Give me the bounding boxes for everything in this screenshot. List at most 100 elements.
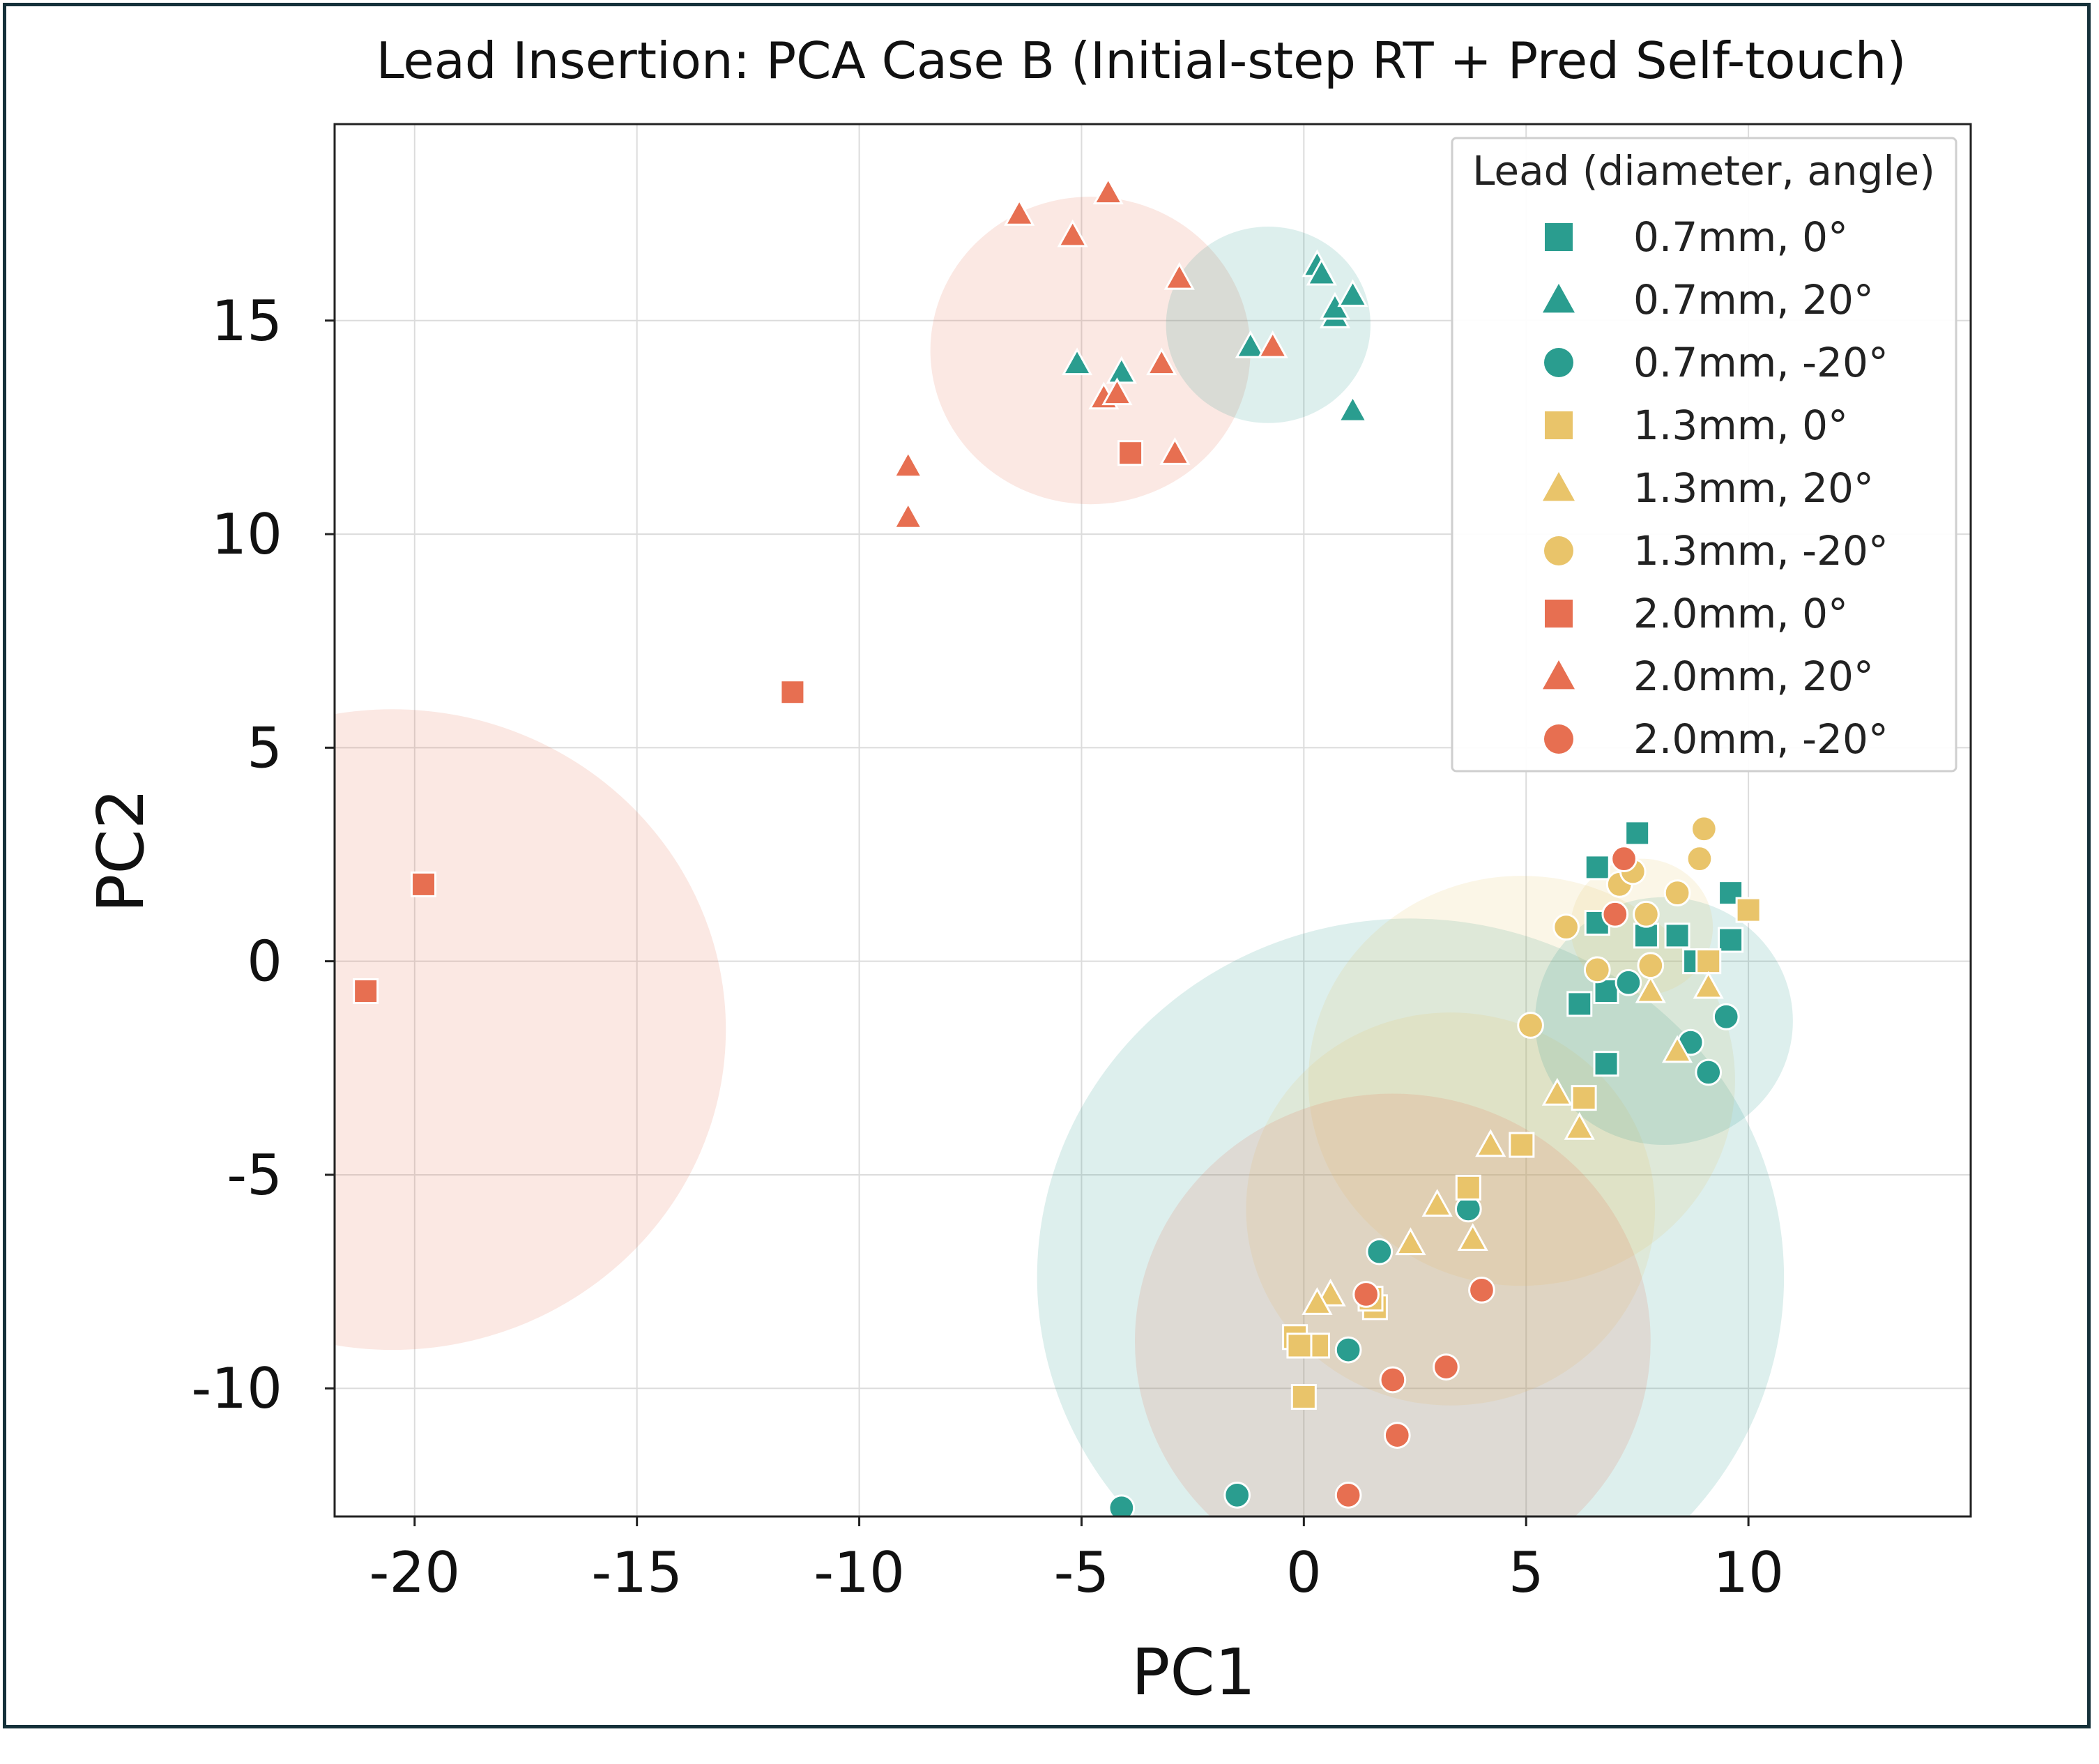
data-point-0p7mm-20deg: [1337, 394, 1368, 423]
cluster-circle-2p0mm-0deg-spread: [335, 709, 726, 1350]
y-tick-label: 15: [211, 289, 282, 353]
data-point-1p3mm-0deg: [1695, 948, 1722, 975]
y-tick-label: -5: [227, 1143, 282, 1208]
cluster-circle-1p3mm-20deg-spread: [1246, 1012, 1656, 1406]
y-axis-ticks: -10 -5 0 5 10 15: [191, 289, 335, 1421]
data-point-0p7mm-0deg: [1593, 1051, 1619, 1077]
x-tick-label: -10: [814, 1540, 905, 1605]
data-point-1p3mm-20deg: [1421, 1189, 1453, 1217]
data-point-2p0mm-0deg: [353, 978, 379, 1005]
data-point-0p7mm-20deg: [1061, 347, 1093, 376]
cluster-circle-2p0mm-20deg-spread: [930, 197, 1251, 505]
data-point-0p7mm-20deg: [1712, 1003, 1740, 1031]
data-point-0p7mm-0deg: [1664, 922, 1690, 949]
legend-label-0p7mm-20deg: 0.7mm, 20°: [1633, 276, 1874, 324]
chart-title: Lead Insertion: PCA Case B (Initial-step…: [376, 31, 1907, 90]
legend-label-2p0mm-20deg: 2.0mm, 20°: [1633, 653, 1874, 700]
data-point-1p3mm-20deg: [1686, 845, 1713, 872]
data-point-2p0mm-20deg: [1057, 219, 1088, 248]
legend-box: [1451, 137, 1957, 773]
legend-marker-0p7mm-20deg: [1543, 284, 1575, 313]
data-point-0p7mm-20deg: [1366, 1238, 1394, 1265]
data-point-1p3mm-20deg: [1475, 1129, 1506, 1157]
legend-title: Lead (diameter, angle): [1472, 147, 1935, 195]
data-point-2p0mm-20deg: [1352, 1281, 1380, 1308]
legend-label-1p3mm-20deg: 1.3mm, -20°: [1633, 527, 1888, 575]
y-tick-label: -10: [191, 1356, 282, 1421]
data-point-2p0mm-20deg: [1092, 176, 1124, 205]
legend-label-2p0mm-20deg: 2.0mm, -20°: [1633, 715, 1888, 763]
data-point-1p3mm-20deg: [1395, 1227, 1426, 1256]
data-point-1p3mm-0deg: [1735, 897, 1762, 923]
data-point-0p7mm-20deg: [1223, 1482, 1251, 1509]
legend-entries: 0.7mm, 0° 0.7mm, 20° 0.7mm, -20° 1.3mm, 0° 1…: [1543, 213, 1888, 763]
data-point-1p3mm-20deg: [1663, 879, 1691, 906]
data-point-0p7mm-20deg: [1695, 1058, 1723, 1086]
data-point-1p3mm-20deg: [1661, 1035, 1693, 1063]
data-point-2p0mm-20deg: [892, 450, 924, 478]
data-point-1p3mm-0deg: [1290, 1383, 1317, 1410]
x-axis-label: PC1: [1131, 1635, 1255, 1710]
data-point-1p3mm-20deg: [1517, 1012, 1544, 1039]
legend-marker-2p0mm-20deg: [1544, 724, 1573, 754]
data-point-2p0mm-20deg: [1610, 845, 1638, 872]
data-point-1p3mm-20deg: [1690, 815, 1718, 843]
data-point-0p7mm-20deg: [1337, 279, 1368, 307]
data-point-0p7mm-20deg: [1334, 1336, 1362, 1364]
data-point-0p7mm-0deg: [1624, 820, 1651, 846]
data-points: [353, 176, 1762, 1516]
data-point-1p3mm-0deg: [1455, 1174, 1481, 1201]
data-point-2p0mm-20deg: [1334, 1482, 1362, 1509]
data-point-1p3mm-0deg: [1509, 1132, 1535, 1158]
x-tick-label: 10: [1713, 1540, 1784, 1605]
data-point-1p3mm-20deg: [1541, 1077, 1573, 1106]
legend-marker-2p0mm-20deg: [1543, 660, 1575, 690]
data-point-2p0mm-20deg: [1433, 1353, 1460, 1381]
x-tick-label: 5: [1509, 1540, 1544, 1605]
data-point-0p7mm-20deg: [1615, 968, 1642, 996]
data-point-1p3mm-20deg: [1633, 900, 1660, 928]
data-point-2p0mm-20deg: [892, 501, 924, 529]
data-point-2p0mm-20deg: [1101, 377, 1133, 406]
legend-marker-0p7mm-0deg: [1545, 223, 1573, 251]
data-point-0p7mm-0deg: [1566, 991, 1593, 1017]
data-point-0p7mm-0deg: [1718, 927, 1744, 953]
data-point-2p0mm-20deg: [1146, 347, 1177, 376]
data-point-1p3mm-20deg: [1637, 952, 1665, 980]
x-axis-ticks: -20 -15 -10 -5 0 5 10: [369, 1516, 1784, 1605]
data-point-1p3mm-0deg: [1571, 1085, 1597, 1111]
data-point-0p7mm-20deg: [1106, 356, 1137, 384]
data-point-1p3mm-20deg: [1457, 1223, 1488, 1251]
y-tick-label: 0: [247, 929, 282, 994]
x-tick-label: -20: [369, 1540, 460, 1605]
y-tick-label: 5: [247, 715, 282, 780]
legend: Lead (diameter, angle) 0.7mm, 0° 0.7mm, 2…: [1451, 137, 1957, 773]
legend-label-2p0mm-0deg: 2.0mm, 0°: [1633, 590, 1848, 637]
data-point-2p0mm-20deg: [1468, 1276, 1495, 1304]
data-point-2p0mm-20deg: [1601, 900, 1629, 928]
y-tick-label: 10: [211, 502, 282, 567]
data-point-2p0mm-20deg: [1163, 261, 1195, 290]
data-point-1p3mm-20deg: [1583, 956, 1611, 984]
data-point-2p0mm-20deg: [1004, 198, 1035, 226]
x-tick-label: -15: [591, 1540, 682, 1605]
data-point-1p3mm-20deg: [1564, 1111, 1595, 1140]
data-point-2p0mm-20deg: [1379, 1366, 1407, 1394]
grid: [335, 124, 1971, 1516]
legend-marker-1p3mm-0deg: [1545, 411, 1573, 439]
data-point-0p7mm-0deg: [1584, 854, 1610, 881]
data-point-1p3mm-20deg: [1635, 975, 1666, 1003]
plot-area-border: [333, 123, 1972, 1518]
data-point-1p3mm-20deg: [1302, 1287, 1333, 1315]
data-point-0p7mm-20deg: [1108, 1494, 1136, 1516]
data-point-2p0mm-0deg: [779, 679, 806, 706]
legend-marker-1p3mm-20deg: [1544, 536, 1573, 565]
legend-label-1p3mm-20deg: 1.3mm, 20°: [1633, 464, 1874, 512]
data-point-0p7mm-20deg: [1235, 330, 1266, 358]
y-axis-label: PC2: [84, 789, 158, 913]
data-point-2p0mm-20deg: [1159, 437, 1191, 465]
data-point-1p3mm-20deg: [1552, 913, 1580, 941]
data-point-1p3mm-20deg: [1693, 971, 1724, 999]
data-point-2p0mm-0deg: [1117, 440, 1144, 466]
